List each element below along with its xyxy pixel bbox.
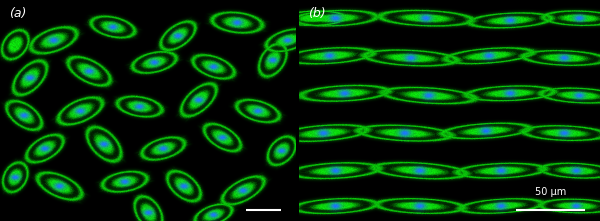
Text: (b): (b) — [308, 7, 326, 20]
Text: 50 μm: 50 μm — [535, 187, 566, 197]
Text: (a): (a) — [9, 7, 26, 20]
